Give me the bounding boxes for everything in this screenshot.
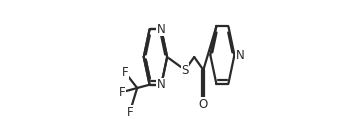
Text: N: N (157, 78, 166, 91)
Text: N: N (235, 48, 244, 62)
Text: O: O (199, 98, 208, 110)
Text: F: F (127, 105, 133, 119)
Text: N: N (157, 23, 166, 36)
Text: F: F (119, 86, 126, 98)
Text: F: F (121, 65, 128, 79)
Text: S: S (181, 63, 189, 77)
